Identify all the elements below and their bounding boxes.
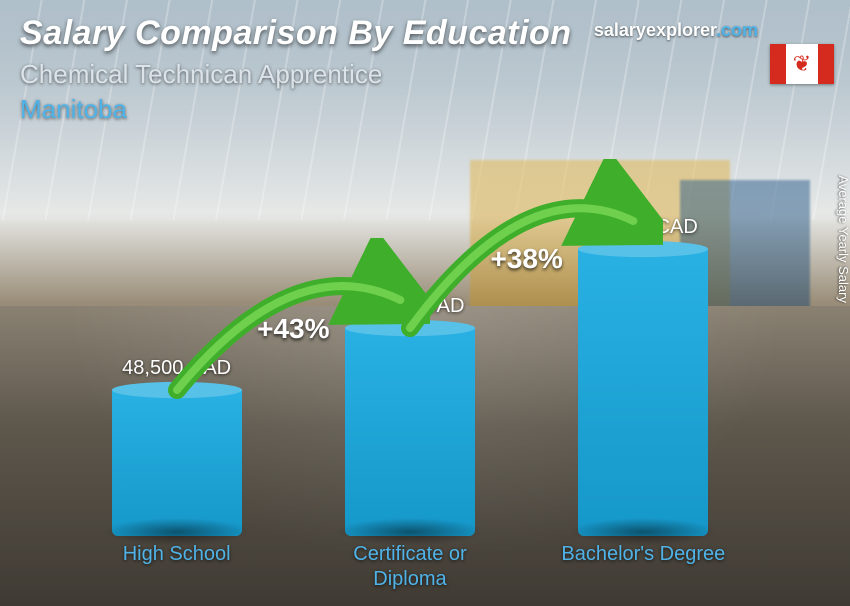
category-label-0: High School [82,542,272,598]
region-label: Manitoba [20,94,830,125]
category-label-1: Certificate or Diploma [315,542,505,598]
increase-pct-label: +38% [490,243,562,275]
maple-leaf-icon: ❦ [793,53,811,75]
increase-arrow-0: +43% [157,238,430,420]
job-title: Chemical Technican Apprentice [20,59,830,90]
category-labels: High School Certificate or Diploma Bachelo… [60,542,760,598]
flag-band-left [770,44,786,84]
brand-name: salaryexplorer [594,20,716,40]
flag-canada: ❦ [770,44,834,84]
flag-center: ❦ [786,44,818,84]
category-label-2: Bachelor's Degree [548,542,738,598]
flag-band-right [818,44,834,84]
brand-tld: .com [716,20,758,40]
increase-arrow-1: +38% [390,159,663,358]
increase-pct-label: +43% [257,313,329,345]
header: Salary Comparison By Education Chemical … [0,0,850,125]
brand-watermark: salaryexplorer.com [594,20,758,41]
